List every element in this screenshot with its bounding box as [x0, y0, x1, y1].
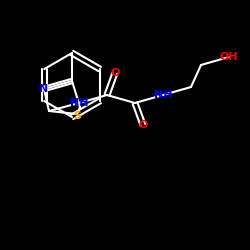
Text: O: O: [110, 68, 120, 78]
Text: S: S: [73, 111, 81, 121]
Text: O: O: [138, 120, 148, 130]
Text: OH: OH: [220, 52, 238, 62]
Text: NH: NH: [70, 98, 88, 108]
Text: NH: NH: [154, 90, 172, 100]
Text: N: N: [40, 84, 48, 94]
